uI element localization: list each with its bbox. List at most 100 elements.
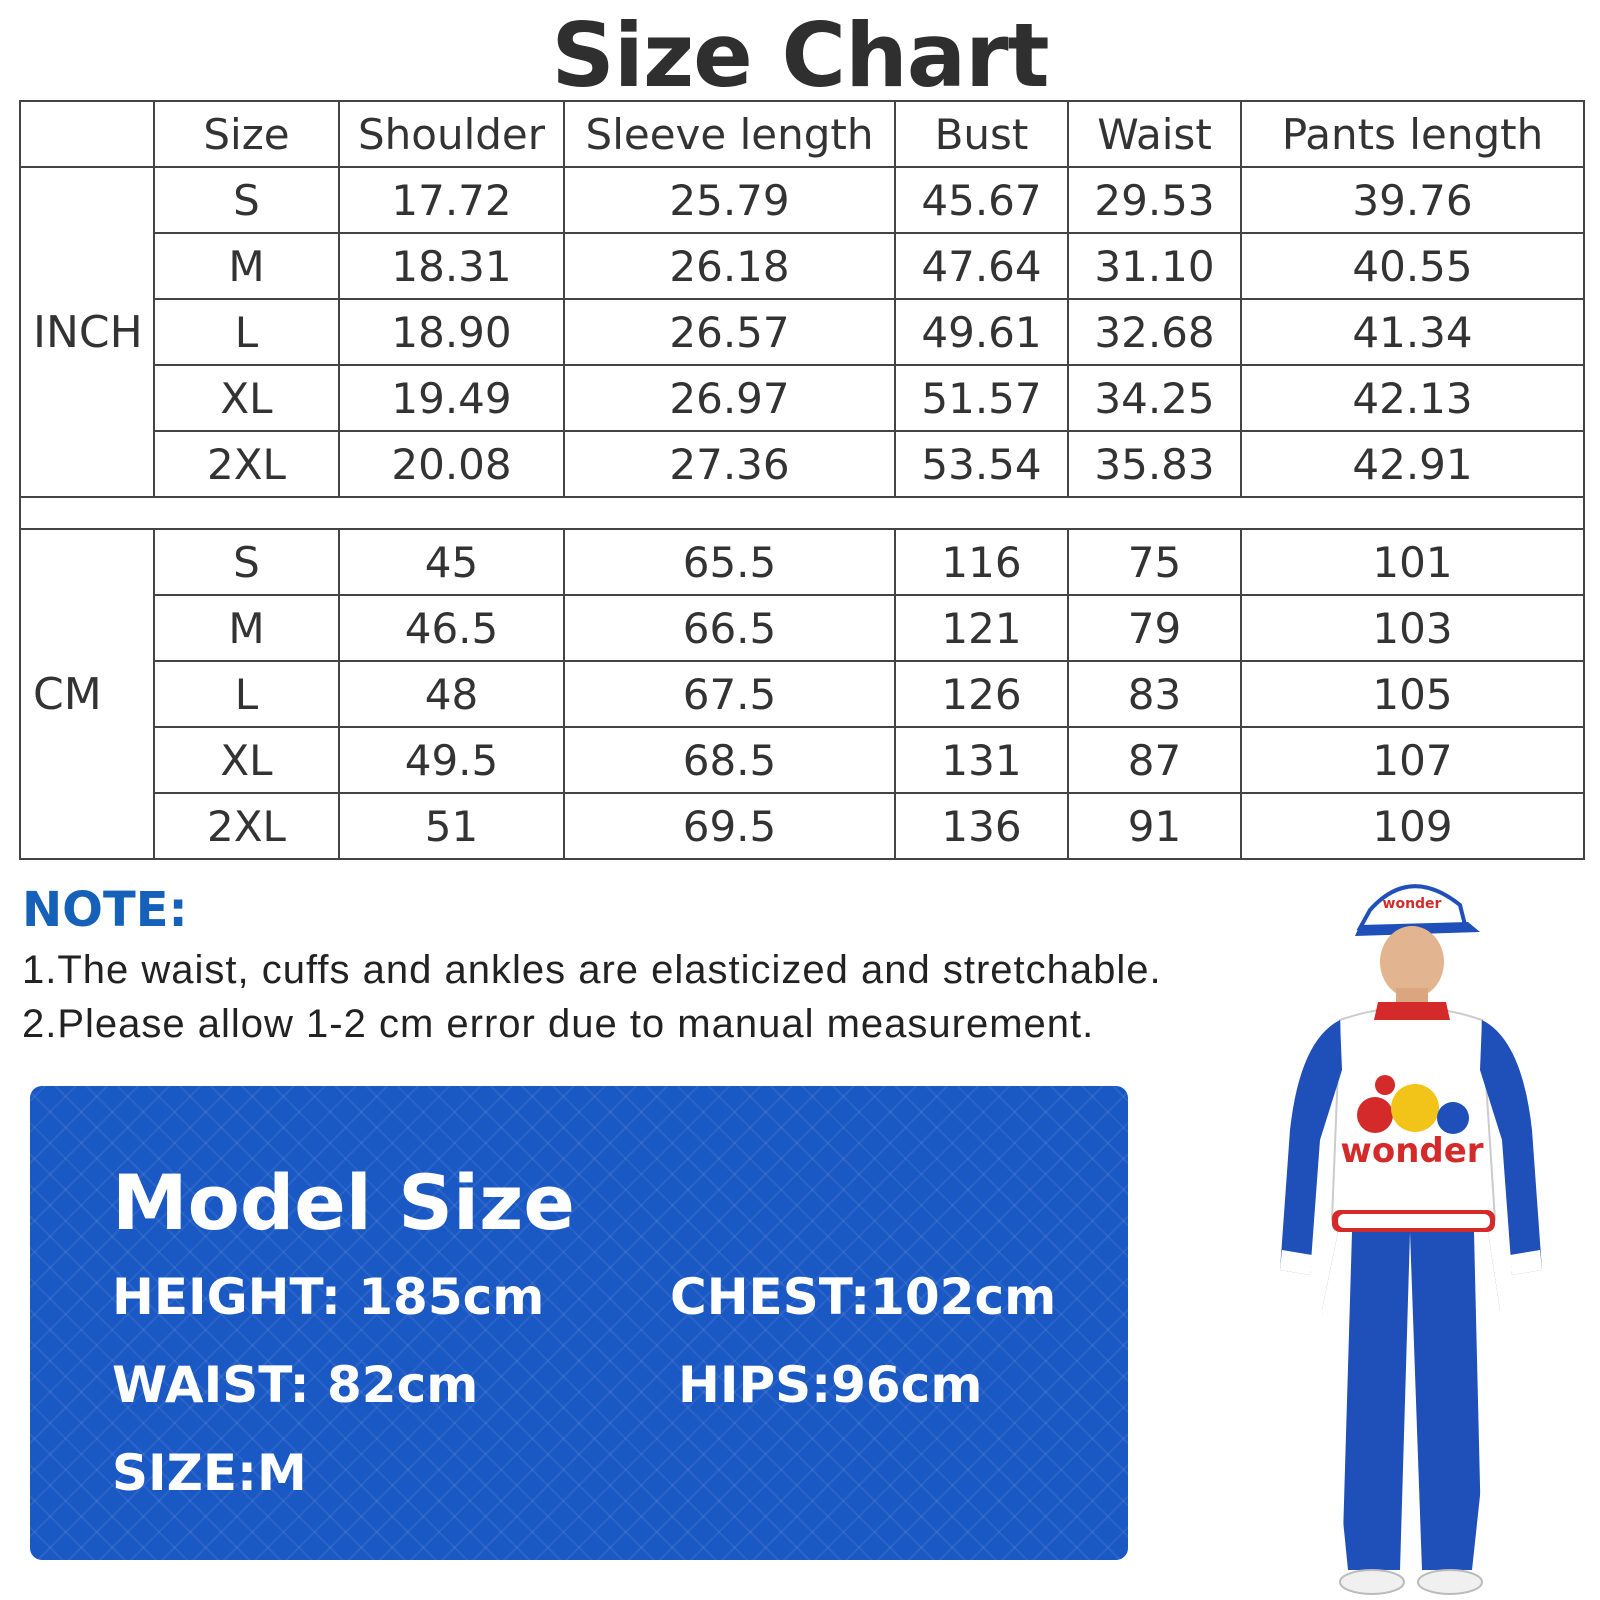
measurement-cell: 116 [894, 528, 1069, 596]
model-size-title: Model Size [112, 1158, 575, 1247]
measurement-cell: 91 [1067, 792, 1242, 860]
measurement-cell: 136 [894, 792, 1069, 860]
measurement-cell: 51 [338, 792, 565, 860]
measurement-cell: 17.72 [338, 166, 565, 234]
measurement-cell: 31.10 [1067, 232, 1242, 300]
measurement-cell: 68.5 [563, 726, 896, 794]
measurement-cell: 75 [1067, 528, 1242, 596]
measurement-cell: 35.83 [1067, 430, 1242, 498]
table-header-cell: Size [153, 100, 340, 168]
measurement-cell: 26.97 [563, 364, 896, 432]
size-cell: 2XL [153, 792, 340, 860]
yellow-dot [1391, 1084, 1439, 1132]
measurement-cell: 46.5 [338, 594, 565, 662]
note-heading: NOTE: [22, 882, 188, 938]
size-table: Size Shoulder Sleeve length Bust Waist Pants … [19, 100, 1585, 860]
measurement-cell: 26.18 [563, 232, 896, 300]
table-row: L 18.90 26.57 49.61 32.68 41.34 [20, 298, 1585, 366]
model-size: SIZE:M [112, 1444, 307, 1502]
measurement-cell: 109 [1240, 792, 1585, 860]
measurement-cell: 131 [894, 726, 1069, 794]
measurement-cell: 26.57 [563, 298, 896, 366]
measurement-cell: 39.76 [1240, 166, 1585, 234]
measurement-cell: 49.61 [894, 298, 1069, 366]
table-row: M 46.5 66.5 121 79 103 [20, 594, 1585, 662]
model-photo: wonder wonder [1280, 884, 1542, 1595]
measurement-cell: 40.55 [1240, 232, 1585, 300]
measurement-cell: 42.13 [1240, 364, 1585, 432]
measurement-cell: 41.34 [1240, 298, 1585, 366]
measurement-cell: 18.31 [338, 232, 565, 300]
measurement-cell: 25.79 [563, 166, 896, 234]
measurement-cell: 126 [894, 660, 1069, 728]
measurement-cell: 47.64 [894, 232, 1069, 300]
measurement-cell: 18.90 [338, 298, 565, 366]
cap-logo-text: wonder [1383, 896, 1442, 912]
measurement-cell: 101 [1240, 528, 1585, 596]
size-cell: XL [153, 364, 340, 432]
measurement-cell: 27.36 [563, 430, 896, 498]
table-spacer-row [19, 496, 1585, 530]
table-header-cell: Pants length [1240, 100, 1585, 168]
measurement-cell: 103 [1240, 594, 1585, 662]
size-cell: 2XL [153, 430, 340, 498]
measurement-cell: 45.67 [894, 166, 1069, 234]
measurement-cell: 53.54 [894, 430, 1069, 498]
left-sleeve [1280, 1020, 1342, 1275]
page-title: Size Chart [551, 4, 1049, 107]
measurement-cell: 87 [1067, 726, 1242, 794]
table-row: XL 49.5 68.5 131 87 107 [20, 726, 1585, 794]
measurement-cell: 121 [894, 594, 1069, 662]
measurement-cell: 49.5 [338, 726, 565, 794]
table-row: 2XL 20.08 27.36 53.54 35.83 42.91 [20, 430, 1585, 498]
table-header-cell: Waist [1067, 100, 1242, 168]
table-spacer-cell [19, 496, 1585, 530]
table-row: INCH S 17.72 25.79 45.67 29.53 39.76 [19, 166, 1585, 498]
measurement-cell: 105 [1240, 660, 1585, 728]
table-row: M 18.31 26.18 47.64 31.10 40.55 [20, 232, 1585, 300]
measurement-cell: 48 [338, 660, 565, 728]
size-cell: L [153, 298, 340, 366]
size-cell: S [153, 528, 340, 596]
measurement-cell: 29.53 [1067, 166, 1242, 234]
measurement-cell: 19.49 [338, 364, 565, 432]
measurement-cell: 67.5 [563, 660, 896, 728]
table-header-cell: Sleeve length [563, 100, 896, 168]
measurement-cell: 69.5 [563, 792, 896, 860]
model-waist: WAIST: 82cm [112, 1356, 479, 1414]
table-row: 2XL 51 69.5 136 91 109 [20, 792, 1585, 860]
measurement-cell: 107 [1240, 726, 1585, 794]
blue-dot [1437, 1102, 1469, 1134]
model-chest: CHEST:102cm [670, 1268, 1057, 1326]
table-header-cell [19, 100, 155, 168]
size-cell: S [153, 166, 340, 234]
measurement-cell: 45 [338, 528, 565, 596]
table-row: CM S 45 65.5 116 75 101 [19, 528, 1585, 860]
red-dot [1357, 1097, 1393, 1133]
measurement-cell: 66.5 [563, 594, 896, 662]
size-cell: M [153, 232, 340, 300]
measurement-cell: 79 [1067, 594, 1242, 662]
table-header-cell: Shoulder [338, 100, 565, 168]
measurement-cell: 20.08 [338, 430, 565, 498]
size-cell: L [153, 660, 340, 728]
table-header-row: Size Shoulder Sleeve length Bust Waist Pants … [19, 100, 1585, 168]
model-height: HEIGHT: 185cm [112, 1268, 545, 1326]
note-line-1: 1.The waist, cuffs and ankles are elasti… [22, 948, 1162, 992]
chest-logo-text: wonder [1340, 1131, 1483, 1171]
measurement-cell: 34.25 [1067, 364, 1242, 432]
model-hips: HIPS:96cm [678, 1356, 983, 1414]
model-size-panel: Model Size HEIGHT: 185cm CHEST:102cm WAI… [30, 1086, 1128, 1560]
measurement-cell: 32.68 [1067, 298, 1242, 366]
size-cell: XL [153, 726, 340, 794]
measurement-cell: 51.57 [894, 364, 1069, 432]
table-header-cell: Bust [894, 100, 1069, 168]
size-cell: M [153, 594, 340, 662]
table-row: XL 19.49 26.97 51.57 34.25 42.13 [20, 364, 1585, 432]
measurement-cell: 42.91 [1240, 430, 1585, 498]
measurement-cell: 83 [1067, 660, 1242, 728]
unit-label: CM [19, 528, 155, 860]
unit-label: INCH [19, 166, 155, 498]
note-line-2: 2.Please allow 1-2 cm error due to manua… [22, 1002, 1095, 1046]
table-row: L 48 67.5 126 83 105 [20, 660, 1585, 728]
